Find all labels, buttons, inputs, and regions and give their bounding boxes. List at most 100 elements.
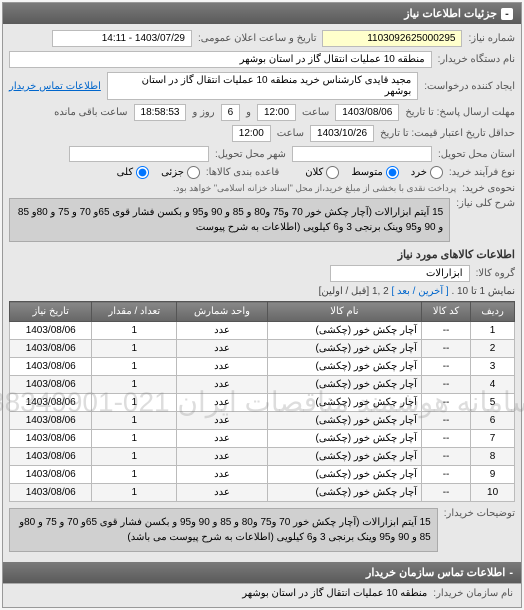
requester-label: ایجاد کننده درخواست:: [424, 81, 515, 92]
agree-label: نوع فرآیند خرید:: [449, 167, 515, 178]
table-cell: --: [421, 394, 470, 412]
table-cell: 1403/08/06: [10, 358, 92, 376]
table-cell: آچار چکش خور (چکشی): [267, 466, 421, 484]
table-row: 3--آچار چکش خور (چکشی)عدد11403/08/06: [10, 358, 515, 376]
table-cell: 1403/08/06: [10, 484, 92, 502]
requester-value: مجید قایدی کارشناس خرید منطقه 10 عملیات …: [107, 72, 418, 100]
table-row: 5--آچار چکش خور (چکشی)عدد11403/08/06: [10, 394, 515, 412]
pack-radios: جزئی کلی: [117, 166, 200, 179]
table-row: 2--آچار چکش خور (چکشی)عدد11403/08/06: [10, 340, 515, 358]
table-cell: 2: [471, 340, 515, 358]
main-panel: - جزئیات اطلاعات نیاز شماره نیاز: 110309…: [2, 2, 522, 608]
table-header-row: ردیف کد کالا نام کالا واحد شمارش تعداد /…: [10, 302, 515, 322]
table-cell: 1403/08/06: [10, 394, 92, 412]
footer-collapse-icon[interactable]: -: [509, 567, 513, 579]
table-cell: 6: [471, 412, 515, 430]
radio-part-label: جزئی: [161, 167, 184, 178]
table-cell: 1403/08/06: [10, 412, 92, 430]
col-date: تاریخ نیاز: [10, 302, 92, 322]
table-cell: --: [421, 448, 470, 466]
pager-text: نمایش 1 تا 10 .: [451, 286, 515, 297]
table-cell: عدد: [177, 394, 268, 412]
table-cell: 1403/08/06: [10, 340, 92, 358]
table-cell: 1: [92, 412, 177, 430]
days-remain: 6: [221, 104, 241, 121]
table-cell: 1403/08/06: [10, 376, 92, 394]
table-cell: 1: [92, 358, 177, 376]
and-label: و: [246, 107, 251, 118]
pager-next[interactable]: / بعد ]: [391, 286, 415, 297]
table-cell: 1: [92, 394, 177, 412]
col-unit: واحد شمارش: [177, 302, 268, 322]
pager-nums: 2 ,1: [372, 286, 389, 297]
desc-box: 15 آیتم ابزارالات (آچار چکش خور 70 و75 و…: [9, 198, 450, 242]
col-qty: تعداد / مقدار: [92, 302, 177, 322]
pager-last[interactable]: [ آخرین: [418, 286, 448, 297]
table-cell: --: [421, 358, 470, 376]
col-code: کد کالا: [421, 302, 470, 322]
table-cell: عدد: [177, 412, 268, 430]
city-label: شهر محل تحویل:: [215, 149, 286, 160]
time-remain-label: ساعت باقی مانده: [54, 107, 127, 118]
table-cell: آچار چکش خور (چکشی): [267, 376, 421, 394]
table-cell: 5: [471, 394, 515, 412]
deadline-date: 1403/08/06: [335, 104, 399, 121]
delivery-value: [292, 146, 432, 162]
table-cell: 1403/08/06: [10, 448, 92, 466]
footer-title: اطلاعات تماس سازمان خریدار: [366, 566, 505, 579]
panel-title: جزئیات اطلاعات نیاز: [404, 7, 497, 20]
table-row: 9--آچار چکش خور (چکشی)عدد11403/08/06: [10, 466, 515, 484]
table-cell: 8: [471, 448, 515, 466]
table-cell: --: [421, 340, 470, 358]
time-label-1: ساعت: [302, 107, 329, 118]
table-cell: آچار چکش خور (چکشی): [267, 484, 421, 502]
payment-note: پرداخت نقدی با بخشی از مبلغ خرید،از محل …: [173, 183, 456, 194]
radio-high[interactable]: کلان: [305, 166, 339, 179]
purchase-type-radios: خرد متوسط کلان: [305, 166, 443, 179]
table-row: 8--آچار چکش خور (چکشی)عدد11403/08/06: [10, 448, 515, 466]
group-label: گروه کالا:: [476, 268, 515, 279]
pack-label: قاعده بندی کالاها:: [206, 167, 279, 178]
table-cell: آچار چکش خور (چکشی): [267, 448, 421, 466]
table-cell: آچار چکش خور (چکشی): [267, 322, 421, 340]
payment-label: نحوه‌ی خرید:: [462, 183, 515, 194]
radio-whole[interactable]: کلی: [117, 166, 149, 179]
table-cell: عدد: [177, 358, 268, 376]
collapse-icon[interactable]: -: [501, 8, 513, 20]
radio-mid[interactable]: متوسط: [351, 166, 398, 179]
validity-date: 1403/10/26: [310, 125, 374, 142]
table-wrap: نمایش 1 تا 10 . [ آخرین / بعد ] 2 ,1 [قب…: [9, 286, 515, 502]
table-row: 7--آچار چکش خور (چکشی)عدد11403/08/06: [10, 430, 515, 448]
table-cell: آچار چکش خور (چکشی): [267, 430, 421, 448]
panel-body: شماره نیاز: 1103092625000295 تاریخ و ساع…: [3, 24, 521, 562]
notes-box: 15 آیتم ابزارالات (آچار چکش خور 70 و75 و…: [9, 508, 438, 552]
days-label: روز و: [192, 107, 214, 118]
validity-label: حداقل تاریخ اعتبار قیمت: تا تاریخ: [380, 128, 515, 139]
table-container: سامانه هوشمند مناقصات ایران 021-88349901…: [9, 301, 515, 502]
radio-part[interactable]: جزئی: [161, 166, 200, 179]
table-cell: --: [421, 376, 470, 394]
table-cell: عدد: [177, 430, 268, 448]
table-cell: --: [421, 412, 470, 430]
table-cell: 1: [471, 322, 515, 340]
table-cell: آچار چکش خور (چکشی): [267, 412, 421, 430]
table-row: 1--آچار چکش خور (چکشی)عدد11403/08/06: [10, 322, 515, 340]
buyer-value: منطقه 10 عملیات انتقال گاز در استان بوشه…: [9, 51, 432, 68]
table-cell: 1403/08/06: [10, 322, 92, 340]
table-cell: 10: [471, 484, 515, 502]
contact-link[interactable]: اطلاعات تماس خریدار: [9, 81, 101, 92]
table-cell: عدد: [177, 340, 268, 358]
goods-section-title: اطلاعات کالاهای مورد نیاز: [9, 248, 515, 261]
table-cell: عدد: [177, 376, 268, 394]
radio-high-label: کلان: [305, 167, 323, 178]
footer-body: نام سازمان خریدار: منطقه 10 عملیات انتقا…: [3, 583, 521, 607]
table-cell: آچار چکش خور (چکشی): [267, 358, 421, 376]
group-value: ابزارالات: [330, 265, 470, 282]
validity-time: 12:00: [232, 125, 271, 142]
req-num-label: شماره نیاز:: [468, 33, 515, 44]
announce-value: 1403/07/29 - 14:11: [52, 30, 192, 47]
table-cell: 4: [471, 376, 515, 394]
table-cell: 1: [92, 340, 177, 358]
footer-header: - اطلاعات تماس سازمان خریدار: [3, 562, 521, 583]
radio-low[interactable]: خرد: [411, 166, 443, 179]
